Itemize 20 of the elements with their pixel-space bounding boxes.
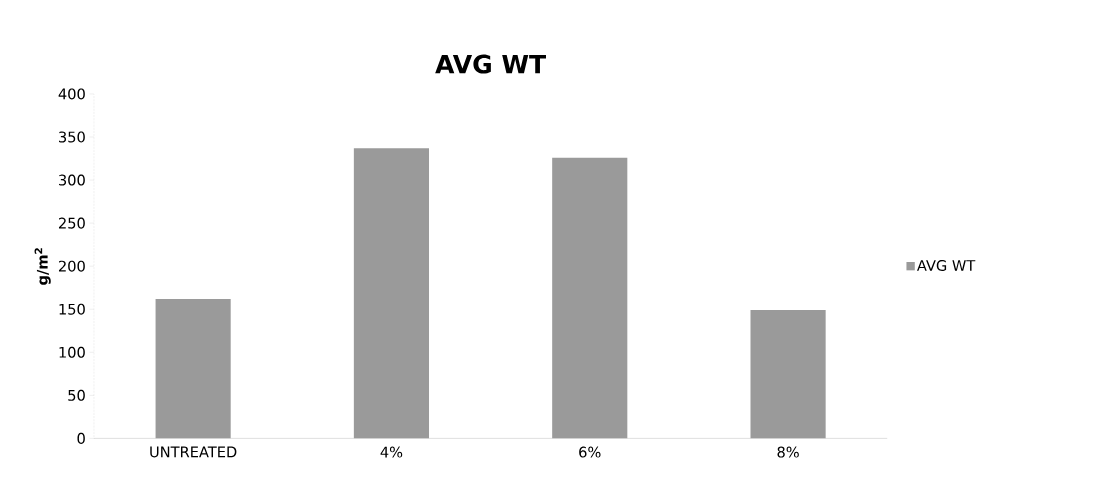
x-tick-label: 6%	[579, 446, 601, 458]
bar	[155, 298, 231, 439]
x-tick-label: 4%	[380, 446, 403, 458]
y-tick-label: 150	[59, 303, 85, 315]
x-tick-label: 8%	[777, 446, 799, 458]
y-tick-label: 300	[59, 174, 85, 186]
bar	[552, 157, 628, 439]
y-tick-label: 400	[58, 88, 85, 100]
y-tick-label: 250	[58, 217, 85, 229]
x-tick-label: UNTREATED	[150, 446, 237, 458]
bar	[750, 310, 826, 439]
legend-label: AVG WT	[916, 259, 976, 272]
bar	[353, 148, 430, 439]
y-axis-title: g/m$^{2}$	[34, 248, 51, 285]
y-tick-label: 350	[59, 131, 85, 143]
y-tick-label: 0	[77, 432, 85, 444]
y-tick-label: 100	[59, 346, 85, 358]
chart-title: AVG WT	[435, 54, 546, 74]
y-tick-label: 50	[68, 389, 85, 401]
y-tick-label: 200	[58, 260, 85, 272]
